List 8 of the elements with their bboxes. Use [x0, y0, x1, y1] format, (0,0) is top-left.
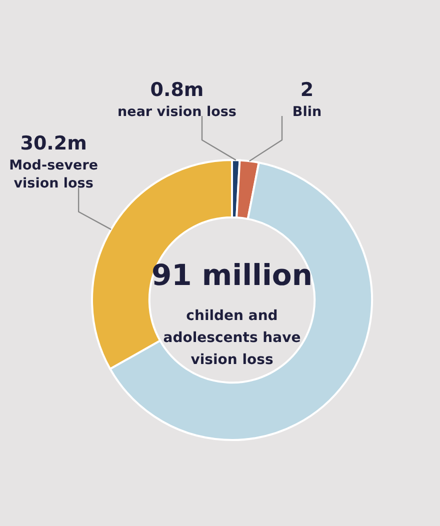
slice-label: Blin: [292, 104, 322, 120]
slice-label: Mod-severe vision loss: [9, 158, 98, 192]
slice-label: near vision loss: [118, 104, 236, 120]
data-label: 2: [300, 79, 314, 101]
data-label: 30.2m: [20, 132, 87, 155]
text: childen and adolescents have vision loss: [163, 308, 301, 368]
text: 91 million: [151, 258, 313, 292]
data-label: 0.8m: [150, 79, 204, 101]
